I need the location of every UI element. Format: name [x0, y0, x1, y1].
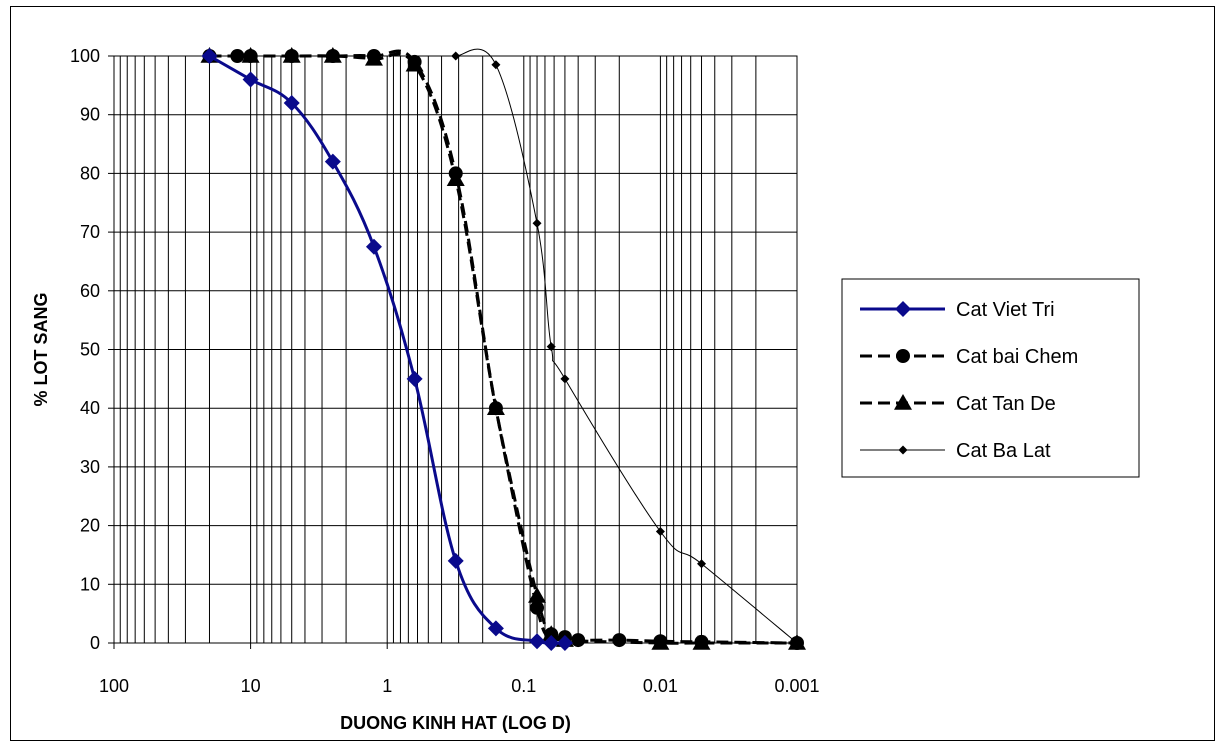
- data-point-cat-viet-tri: [406, 370, 423, 387]
- data-point-cat-bai-chem: [230, 49, 245, 63]
- data-point-cat-bai-chem: [612, 633, 627, 648]
- series-cat-bai-chem: [202, 49, 804, 650]
- legend-label-cat-bai-chem: Cat bai Chem: [956, 346, 1078, 368]
- y-tick-label: 70: [80, 222, 100, 242]
- data-point-cat-ba-lat: [560, 374, 570, 384]
- legend-label-cat-ba-lat: Cat Ba Lat: [956, 440, 1051, 462]
- legend: Cat Viet Tri Cat bai Chem Cat Tan De Cat Ba…: [841, 278, 1140, 478]
- legend-item-cat-bai-chem: Cat bai Chem: [860, 346, 1078, 368]
- gridlines: [113, 55, 798, 644]
- data-point-cat-bai-chem: [694, 634, 709, 649]
- series-group: [200, 47, 806, 651]
- data-point-cat-bai-chem: [407, 54, 422, 69]
- x-tick-label: 0.001: [774, 676, 819, 696]
- series-cat-ba-lat: [451, 48, 802, 648]
- data-point-cat-viet-tri: [487, 620, 504, 637]
- data-point-cat-viet-tri: [556, 635, 573, 651]
- legend-item-cat-viet-tri: Cat Viet Tri: [860, 299, 1055, 321]
- series-cat-viet-tri: [201, 48, 573, 651]
- legend-marker-cat-bai-chem: [896, 349, 910, 363]
- data-point-cat-bai-chem: [653, 634, 668, 649]
- data-point-cat-bai-chem: [530, 600, 545, 615]
- data-point-cat-viet-tri: [242, 71, 259, 88]
- data-point-cat-viet-tri: [447, 552, 464, 569]
- y-tick-label: 60: [80, 281, 100, 301]
- y-tick-label: 50: [80, 340, 100, 360]
- data-point-cat-ba-lat: [697, 559, 707, 569]
- data-point-cat-ba-lat: [491, 60, 501, 70]
- y-tick-label: 80: [80, 163, 100, 183]
- x-axis-title: DUONG KINH HAT (LOG D): [340, 713, 571, 733]
- legend-marker-cat-ba-lat: [898, 445, 908, 455]
- data-point-cat-ba-lat: [451, 51, 461, 61]
- x-tick-label: 0.1: [511, 676, 536, 696]
- legend-marker-cat-viet-tri: [895, 301, 911, 317]
- data-point-cat-ba-lat: [546, 342, 556, 352]
- legend-label-cat-viet-tri: Cat Viet Tri: [956, 299, 1055, 321]
- data-point-cat-bai-chem: [325, 49, 340, 63]
- series-line-cat-ba-lat: [455, 48, 798, 644]
- data-point-cat-bai-chem: [790, 636, 804, 650]
- x-tick-label: 10: [241, 676, 261, 696]
- data-point-cat-bai-chem: [571, 633, 586, 648]
- data-point-cat-bai-chem: [544, 627, 559, 642]
- legend-label-cat-tan-de: Cat Tan De: [956, 393, 1056, 415]
- y-tick-label: 40: [80, 398, 100, 418]
- data-point-cat-viet-tri: [365, 238, 382, 255]
- y-tick-label: 30: [80, 457, 100, 477]
- x-tick-label: 100: [99, 676, 129, 696]
- data-point-cat-bai-chem: [448, 166, 463, 181]
- data-point-cat-viet-tri: [529, 633, 546, 650]
- legend-item-cat-tan-de: Cat Tan De: [860, 393, 1056, 415]
- y-tick-label: 10: [80, 574, 100, 594]
- data-point-cat-ba-lat: [532, 218, 542, 228]
- x-tick-label: 0.01: [643, 676, 678, 696]
- x-tick-label: 1: [382, 676, 392, 696]
- y-tick-label: 0: [90, 633, 100, 653]
- data-point-cat-ba-lat: [655, 526, 665, 536]
- data-point-cat-tan-de: [528, 587, 547, 603]
- data-point-cat-viet-tri: [283, 94, 300, 111]
- y-tick-label: 100: [70, 46, 100, 66]
- data-point-cat-bai-chem: [284, 49, 299, 63]
- data-point-cat-bai-chem: [488, 401, 503, 416]
- y-tick-label: 90: [80, 105, 100, 125]
- data-point-cat-bai-chem: [366, 49, 381, 63]
- legend-item-cat-ba-lat: Cat Ba Lat: [860, 440, 1051, 462]
- data-point-cat-bai-chem: [243, 49, 258, 63]
- legend-box: [841, 278, 1140, 478]
- y-tick-label: 20: [80, 516, 100, 536]
- data-point-cat-viet-tri: [201, 48, 218, 64]
- legend-marker-cat-tan-de: [894, 394, 912, 410]
- y-axis-title: % LOT SANG: [31, 292, 51, 406]
- data-point-cat-viet-tri: [543, 635, 560, 651]
- data-point-cat-viet-tri: [324, 153, 341, 170]
